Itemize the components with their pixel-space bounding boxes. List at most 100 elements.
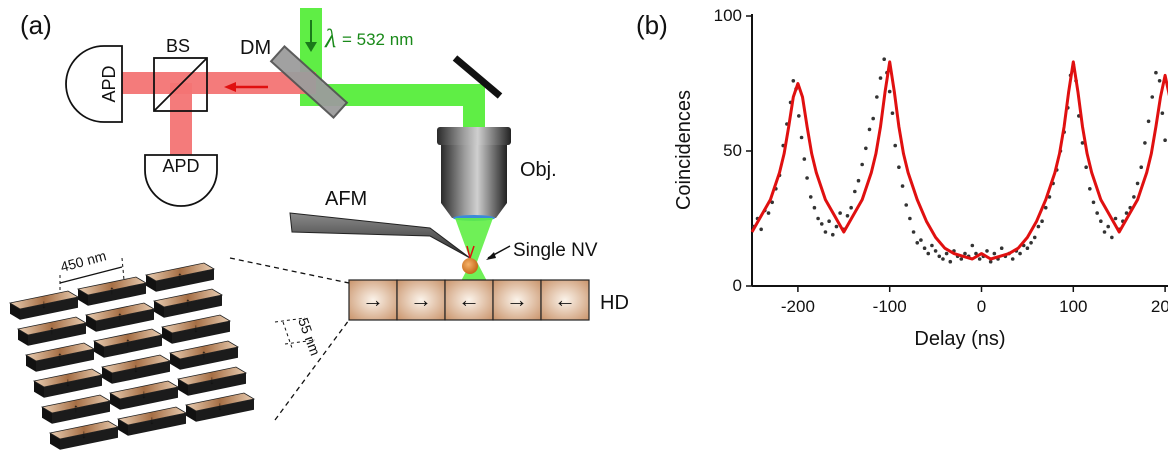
domain-block-top	[76, 276, 148, 296]
fluorescence-beam-horizontal	[120, 72, 316, 94]
data-point	[959, 257, 964, 261]
data-point	[1135, 181, 1140, 186]
domain-block-front	[20, 297, 78, 320]
domain-block-arrow: ↑	[109, 283, 115, 297]
domain-block-arrow: ↓	[141, 387, 147, 401]
domain-block-front	[96, 309, 154, 332]
domain-block-front	[164, 295, 222, 318]
data-point	[875, 95, 879, 99]
domain-block-front	[112, 361, 170, 384]
domain-block-front	[88, 283, 146, 306]
domain-block-side	[50, 433, 60, 450]
data-point	[766, 211, 771, 215]
data-point	[1146, 119, 1151, 124]
dichroic-mirror	[269, 45, 349, 119]
zoom-line-bottom	[274, 319, 350, 421]
data-point	[1154, 70, 1158, 75]
zoom-line-top	[229, 257, 350, 284]
data-point	[937, 254, 942, 259]
domain-block-front	[180, 347, 238, 370]
domain-block-top	[100, 354, 172, 374]
domain-block-side	[146, 275, 156, 292]
data-point	[887, 89, 892, 94]
data-point	[849, 205, 853, 210]
data-point	[1099, 219, 1103, 223]
domain-block-top	[184, 392, 256, 412]
data-point	[1088, 187, 1092, 191]
data-point	[930, 243, 934, 248]
data-point	[797, 114, 801, 118]
data-point	[988, 259, 993, 264]
domain-block-side	[154, 301, 164, 318]
x-tick-label: -200	[781, 297, 815, 316]
data-point	[1036, 224, 1041, 229]
gap-tick-top	[274, 317, 306, 323]
laser-beam-horizontal	[300, 84, 485, 106]
wavelength-value: = 532 nm	[342, 30, 413, 49]
domain-block-top	[168, 340, 240, 360]
data-point	[1080, 141, 1085, 145]
domain-block-top	[48, 420, 120, 440]
obj-label: Obj.	[520, 159, 557, 181]
hd-arrow: →	[362, 287, 384, 312]
domain-block-side	[170, 353, 180, 370]
domain-block-top	[152, 288, 224, 308]
domain-block-side	[94, 341, 104, 358]
nv-spin-arrow-1	[466, 245, 471, 259]
domain-block-arrow: ↑	[49, 323, 55, 337]
domain-block-front	[104, 335, 162, 358]
data-point	[838, 211, 842, 215]
data-point	[963, 251, 967, 256]
data-point	[922, 246, 927, 250]
domain-block-top	[108, 380, 180, 400]
y-tick-label: 100	[714, 6, 742, 25]
data-point	[1102, 230, 1107, 234]
data-point	[933, 249, 938, 253]
afm-label: AFM	[325, 188, 367, 210]
data-point	[1095, 211, 1099, 215]
y-axis-label: Coincidences	[673, 90, 695, 210]
data-point	[827, 219, 831, 223]
data-point	[1163, 138, 1167, 142]
pitch-dimension-line	[59, 266, 123, 284]
panel-b-label: (b)	[636, 10, 668, 40]
apd-bottom-label: APD	[162, 156, 199, 176]
domain-block-front	[156, 269, 214, 292]
domain-block-front	[188, 373, 246, 396]
domain-block-top	[8, 290, 80, 310]
domain-block-side	[10, 303, 20, 320]
data-point	[823, 230, 828, 234]
domain-block-top	[16, 316, 88, 336]
domain-block-side	[18, 329, 28, 346]
data-point	[890, 111, 895, 115]
data-point	[1124, 211, 1129, 215]
domain-block-arrow: ↑	[177, 269, 183, 283]
data-point	[853, 189, 857, 194]
domain-block-side	[78, 289, 88, 306]
data-point	[974, 251, 978, 256]
single-nv-pointer-head	[486, 252, 496, 260]
domain-block-top	[116, 406, 188, 426]
beam-splitter	[153, 57, 208, 112]
hd-arrow: →	[410, 287, 432, 312]
data-point	[845, 214, 850, 218]
data-point	[871, 116, 875, 121]
fit-curve	[750, 60, 1168, 261]
gap-dimension-line	[282, 321, 293, 349]
data-point	[908, 216, 912, 221]
data-point	[812, 205, 817, 210]
x-tick-label: 0	[977, 297, 986, 316]
domain-block-arrow: ↑	[185, 295, 191, 309]
data-point	[915, 241, 920, 245]
data-point	[1150, 95, 1155, 99]
data-point	[926, 251, 931, 256]
wavelength-symbol: λ	[324, 24, 336, 53]
data-point	[819, 222, 824, 226]
gap-label: 55 nm	[295, 316, 323, 358]
hd-arrow: ←	[458, 287, 480, 312]
data-point	[1160, 111, 1165, 115]
data-point	[878, 76, 883, 80]
data-point	[1132, 195, 1136, 199]
domain-block-side	[118, 419, 128, 436]
data-point	[897, 165, 901, 169]
